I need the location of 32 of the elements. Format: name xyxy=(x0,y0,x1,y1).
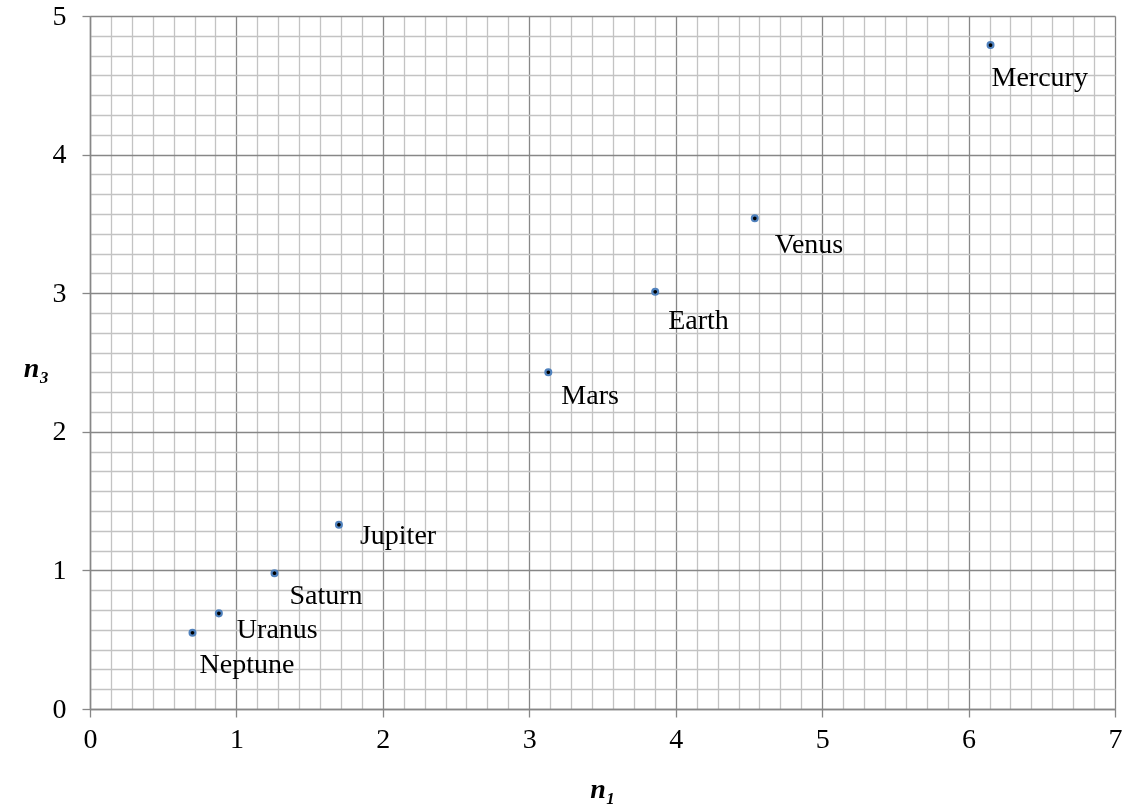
annotation: Uranus xyxy=(236,613,318,645)
x-axis-title: n₁ xyxy=(590,772,616,804)
annotation: Venus xyxy=(774,228,844,260)
annotation: Mercury xyxy=(991,61,1088,93)
annotation: Neptune xyxy=(199,647,295,679)
point xyxy=(544,368,553,377)
x-tick-label: 0 xyxy=(83,722,98,754)
y-axis-title: n₃ xyxy=(23,351,50,383)
x-tick-label: 6 xyxy=(962,722,977,754)
x-tick-label: 7 xyxy=(1108,722,1123,754)
x-tick-label: 5 xyxy=(815,722,830,754)
x-tick-label: 1 xyxy=(229,722,244,754)
annotation: Mars xyxy=(561,379,619,411)
y-tick-label: 4 xyxy=(52,138,67,170)
point xyxy=(334,520,343,529)
y-tick-label: 2 xyxy=(52,415,67,447)
point xyxy=(986,41,995,50)
y-tick-label: 1 xyxy=(52,553,67,585)
y-tick-label: 3 xyxy=(52,276,67,308)
annotation: Saturn xyxy=(289,579,363,611)
y-tick-label: 0 xyxy=(52,692,67,724)
y-tick-label: 5 xyxy=(52,0,67,31)
x-tick-label: 4 xyxy=(669,722,684,754)
point xyxy=(214,609,223,618)
point xyxy=(270,569,279,578)
x-tick-label: 3 xyxy=(522,722,537,754)
x-tick-label: 2 xyxy=(376,722,391,754)
point xyxy=(651,287,660,296)
annotation: Earth xyxy=(668,303,729,335)
point xyxy=(750,214,759,223)
point xyxy=(188,628,197,637)
annotation: Jupiter xyxy=(359,518,437,550)
